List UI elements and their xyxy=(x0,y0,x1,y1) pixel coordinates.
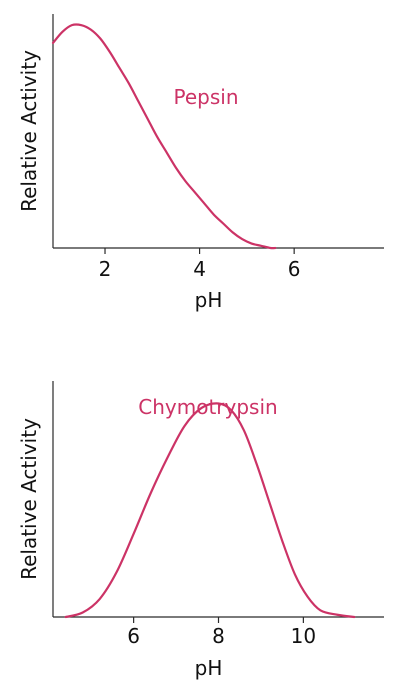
pepsin-x-tick-label: 4 xyxy=(193,257,206,281)
pepsin-y-axis-label: Relative Activity xyxy=(17,50,41,212)
chymotrypsin-x-axis-label: pH xyxy=(195,656,223,680)
pepsin-series-label: Pepsin xyxy=(174,85,239,109)
pepsin-curve xyxy=(51,23,277,250)
chart-pepsin: 2 4 6 pH Relative Activity Pepsin xyxy=(17,14,384,312)
chart-chymotrypsin: 6 8 10 pH Relative Activity Chymotrypsin xyxy=(17,381,384,680)
chymotrypsin-x-tick-label: 6 xyxy=(127,624,140,648)
chymotrypsin-x-tick-label: 10 xyxy=(291,624,316,648)
chymotrypsin-x-tick-label: 8 xyxy=(212,624,225,648)
chymotrypsin-curve xyxy=(64,402,356,619)
chymotrypsin-y-axis-label: Relative Activity xyxy=(17,418,41,580)
pepsin-x-axis-label: pH xyxy=(195,288,223,312)
chymotrypsin-series-label: Chymotrypsin xyxy=(138,395,277,419)
pepsin-x-tick-label: 6 xyxy=(288,257,301,281)
pepsin-x-tick-label: 2 xyxy=(99,257,112,281)
